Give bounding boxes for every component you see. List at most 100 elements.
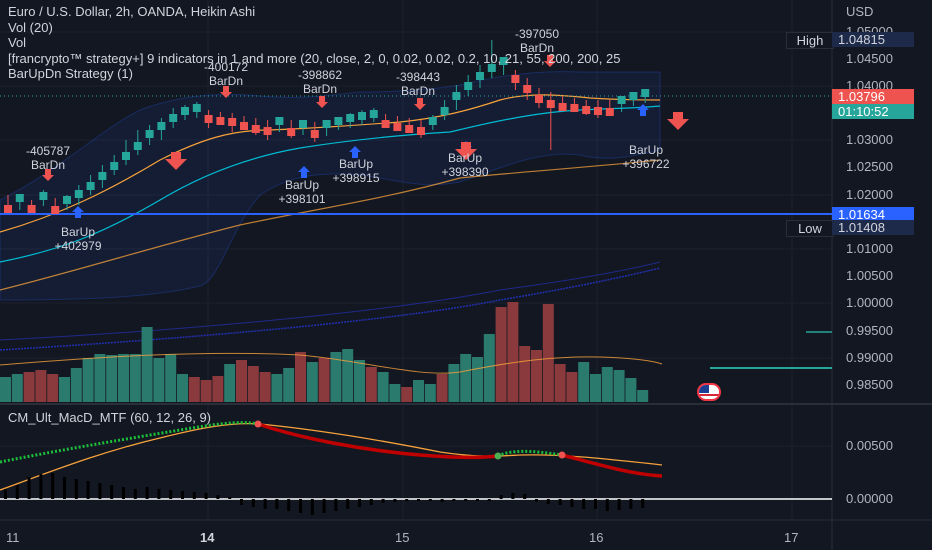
annotation-barup-2: BarUp +398101 [278,178,326,206]
legend-strategy[interactable]: [francrypto™ strategy+] 9 indicators in … [8,50,621,66]
price-tick-label: 1.03000 [846,132,893,147]
barup-arrow-icon [349,146,361,158]
volume-bar [554,364,566,402]
candle-body [228,118,237,126]
candle-body [476,72,484,80]
annotation-barup-3: BarUp +398915 [332,157,380,185]
bardn-arrow-icon [316,96,328,108]
macd-histogram-bar [74,479,78,499]
macd-histogram-bar [464,499,468,501]
legend-vol[interactable]: Vol [8,35,27,50]
macd-histogram-bar [4,489,7,499]
macd-histogram-bar [570,499,574,507]
annotation-barup-4: BarUp +398390 [441,151,489,179]
macd-histogram-bar [594,499,597,509]
candle-body [381,120,390,128]
macd-histogram-bar [110,485,114,499]
candle-body [86,182,95,190]
candle-body [157,122,166,130]
annotation-bardn-5: -397050 BarDn [514,27,560,55]
candle-body [98,172,107,180]
macd-histogram-bar [440,499,444,502]
annotation-bardn-4: -398443 BarDn [395,70,441,98]
volume-bar [424,384,436,402]
candle-body [629,92,638,100]
volume-bar [23,372,35,402]
candle-body [51,206,60,214]
macd-histogram-bar [133,489,137,499]
candle-body [192,104,201,112]
symbol-title[interactable]: Euro / U.S. Dollar, 2h, OANDA, Heikin As… [8,4,256,19]
us-flag-icon[interactable] [697,383,721,401]
candle-body [369,110,378,118]
price-tick-label: 1.02000 [846,187,893,202]
volume-bar [354,360,365,402]
macd-histogram-bar [51,473,55,499]
macd-histogram-bar [240,499,243,505]
candle-body [169,114,178,122]
volume-bar [531,350,542,402]
macd-histogram-bar [27,477,31,499]
price-tick-label: 1.01000 [846,241,893,256]
candle-body [393,123,402,131]
candle-body [417,127,425,135]
sell-arrow-icon [165,152,187,170]
volume-bar [460,354,472,402]
candle-body [346,114,355,122]
macd-histogram-bar [641,499,645,508]
macd-histogram-bar [122,487,125,499]
volume-bar [495,307,507,402]
volume-bar [247,366,259,402]
bardn-arrow-icon [414,98,426,110]
macd-histogram-bar [192,492,196,499]
volume-bar [590,374,601,402]
time-label-15: 15 [395,530,410,545]
volume-bar [472,357,483,402]
high-label: High [786,32,834,49]
volume-bar [306,362,318,402]
high-value-tag: 1.04815 [832,32,914,47]
candle-body [452,92,461,100]
macd-histogram-bar [39,474,43,499]
macd-histogram-bar [204,493,208,499]
volume-bar [70,368,82,402]
volume-bar [330,352,342,402]
annotation-bardn-3: -398862 BarDn [297,68,343,96]
candle-body [145,130,154,138]
macd-histogram-bar [511,493,515,499]
candle-body [15,194,24,202]
last-price-tag: 1.03796 [832,89,914,104]
volume-bar [365,367,377,402]
volume-bar [566,372,578,402]
candle-body [240,122,248,130]
candle-body [287,128,296,136]
candle-body [39,192,48,200]
currency-label[interactable]: USD [846,4,874,19]
macd-histogram-bar [299,499,302,513]
candle-body [358,112,366,120]
candle-body [322,120,331,128]
candle-body [523,85,532,93]
macd-histogram-bar [287,499,291,511]
candle-body [405,125,414,133]
candle-body [216,117,225,125]
candle-body [122,152,130,160]
hline-price-tag: 1.01634 [832,207,914,222]
legend-barupdn[interactable]: BarUpDn Strategy (1) [8,66,133,81]
candle-body [334,117,343,125]
price-tick-label: 1.00500 [846,268,893,283]
volume-bar [59,377,70,402]
annotation-bardn-2: -400172 BarDn [203,60,249,88]
macd-tick-label: 0.00000 [846,491,893,506]
legend-vol20[interactable]: Vol (20) [8,19,53,35]
candle-body [558,103,567,111]
macd-histogram-bar [358,499,361,507]
candle-body [263,127,272,135]
macd-histogram-bar [346,499,350,509]
macd-histogram-bar [535,499,538,502]
macd-histogram-bar [476,499,479,501]
candle-body [310,130,319,138]
macd-indicator-title[interactable]: CM_Ult_MacD_MTF (60, 12, 26, 9) [8,410,212,425]
macd-histogram-bar [499,495,503,499]
